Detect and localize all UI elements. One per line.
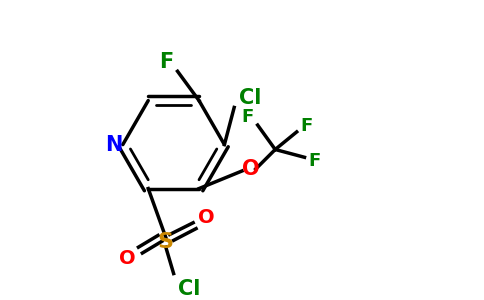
Text: F: F <box>242 108 254 126</box>
Text: N: N <box>106 135 123 155</box>
Text: Cl: Cl <box>239 88 261 108</box>
Text: F: F <box>159 52 173 71</box>
Text: O: O <box>120 249 136 268</box>
Text: F: F <box>301 117 313 135</box>
Text: F: F <box>308 152 320 170</box>
Text: O: O <box>242 159 259 179</box>
Text: Cl: Cl <box>178 279 200 299</box>
Text: O: O <box>197 208 214 227</box>
Text: S: S <box>158 232 174 252</box>
